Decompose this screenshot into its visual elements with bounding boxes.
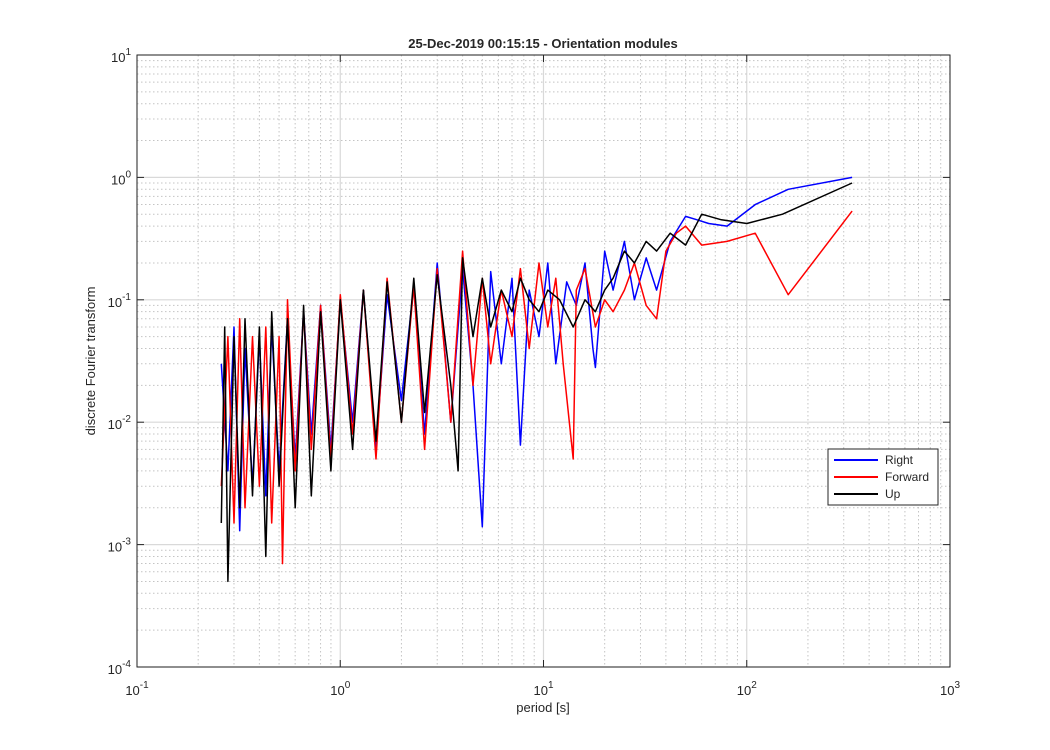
x-tick-label: 10-1 bbox=[125, 680, 149, 698]
y-axis-ticks: 10-4 10-3 10-2 10-1 100 101 bbox=[108, 47, 950, 677]
x-tick-label: 101 bbox=[533, 680, 553, 698]
series-line-up bbox=[220, 182, 853, 583]
x-tick-label: 102 bbox=[737, 680, 757, 698]
y-tick-label: 10-1 bbox=[108, 292, 132, 310]
series-line-forward bbox=[220, 210, 853, 565]
x-axis-ticks: 10-1 100 101 102 103 bbox=[125, 55, 960, 698]
y-axis-label: discrete Fourier transform bbox=[83, 287, 98, 436]
y-tick-label: 100 bbox=[111, 169, 131, 187]
legend-label-up: Up bbox=[885, 487, 901, 501]
x-tick-label: 103 bbox=[940, 680, 960, 698]
x-axis-label: period [s] bbox=[516, 700, 569, 715]
chart-title: 25-Dec-2019 00:15:15 - Orientation modul… bbox=[408, 36, 678, 51]
legend-label-forward: Forward bbox=[885, 470, 929, 484]
legend: Right Forward Up bbox=[827, 448, 939, 506]
y-tick-label: 10-3 bbox=[108, 537, 132, 555]
y-tick-label: 101 bbox=[111, 47, 131, 65]
x-tick-label: 100 bbox=[330, 680, 350, 698]
legend-label-right: Right bbox=[885, 453, 914, 467]
y-tick-label: 10-4 bbox=[108, 659, 132, 677]
y-tick-label: 10-2 bbox=[108, 414, 132, 432]
series-group bbox=[220, 176, 853, 583]
